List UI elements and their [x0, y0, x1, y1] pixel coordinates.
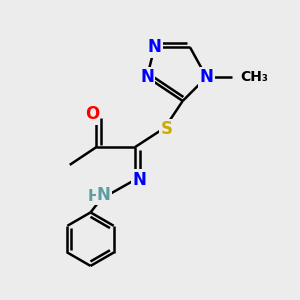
Text: N: N	[200, 68, 213, 86]
Text: H: H	[87, 189, 100, 204]
Text: N: N	[140, 68, 154, 86]
Text: N: N	[133, 171, 146, 189]
Text: S: S	[160, 120, 172, 138]
Text: N: N	[97, 186, 111, 204]
Text: O: O	[85, 105, 99, 123]
Text: N: N	[148, 38, 161, 56]
Text: CH₃: CH₃	[241, 70, 268, 84]
